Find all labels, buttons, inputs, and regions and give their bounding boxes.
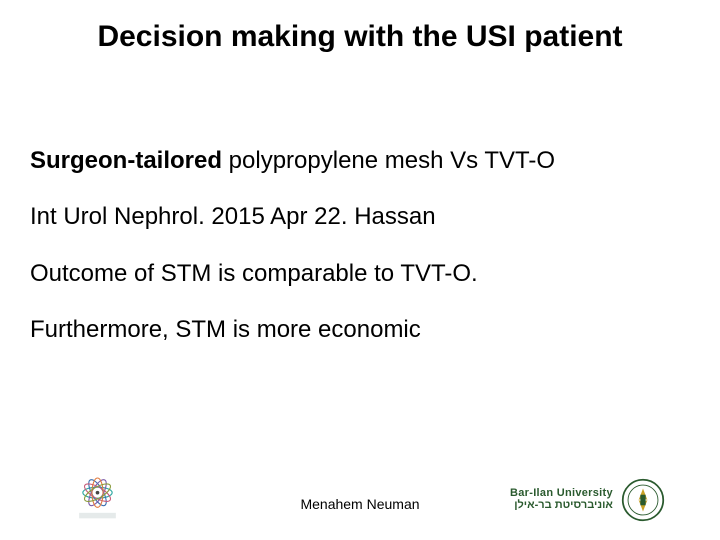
- slide-title: Decision making with the USI patient: [0, 20, 720, 54]
- body-line-1-bold: Surgeon-tailored: [30, 147, 222, 174]
- body-line-3-rest: Outcome of STM is comparable to TVT-O.: [30, 260, 478, 287]
- body-line-1-rest: polypropylene mesh Vs TVT-O: [222, 147, 555, 174]
- body-line-3: Outcome of STM is comparable to TVT-O.: [30, 258, 690, 290]
- slide-body: Surgeon-tailored polypropylene mesh Vs T…: [30, 145, 690, 371]
- body-line-4: Furthermore, STM is more economic: [30, 314, 690, 346]
- left-org-logo: [70, 467, 125, 522]
- slide: Decision making with the USI patient Sur…: [0, 0, 720, 540]
- bar-ilan-logo: Bar-Ilan University אוניברסיטת בר-אילן: [510, 474, 690, 526]
- body-line-1: Surgeon-tailored polypropylene mesh Vs T…: [30, 145, 690, 177]
- bar-ilan-he: אוניברסיטת בר-אילן: [510, 500, 613, 512]
- body-line-2-rest: Int Urol Nephrol. 2015 Apr 22. Hassan: [30, 203, 436, 230]
- bar-ilan-seal-icon: [621, 478, 665, 522]
- body-line-2: Int Urol Nephrol. 2015 Apr 22. Hassan: [30, 201, 690, 233]
- atom-flower-icon: [70, 467, 125, 522]
- bar-ilan-text: Bar-Ilan University אוניברסיטת בר-אילן: [510, 488, 613, 511]
- body-line-4-rest: Furthermore, STM is more economic: [30, 316, 421, 343]
